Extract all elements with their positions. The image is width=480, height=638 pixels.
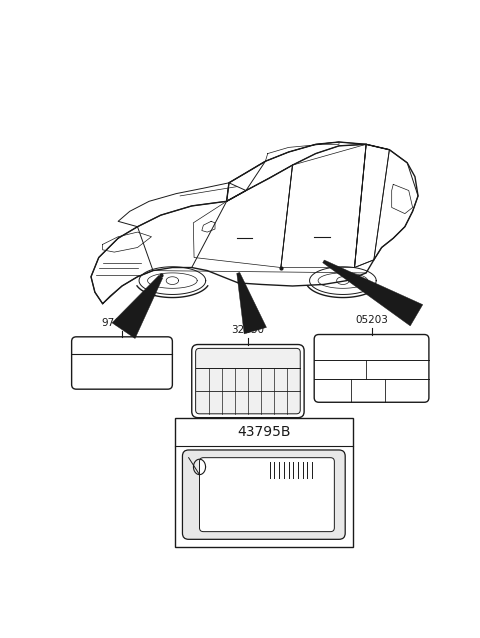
FancyBboxPatch shape [192,345,304,418]
Text: 43795B: 43795B [237,425,290,439]
FancyBboxPatch shape [200,457,335,531]
FancyBboxPatch shape [72,337,172,389]
FancyBboxPatch shape [314,334,429,403]
FancyBboxPatch shape [175,418,353,547]
Polygon shape [237,272,266,334]
FancyBboxPatch shape [182,450,345,539]
FancyBboxPatch shape [196,348,300,414]
Polygon shape [112,276,163,339]
Text: 97699A: 97699A [102,318,142,327]
Polygon shape [323,260,423,326]
Text: 32450: 32450 [231,325,264,336]
Text: 05203: 05203 [355,315,388,325]
